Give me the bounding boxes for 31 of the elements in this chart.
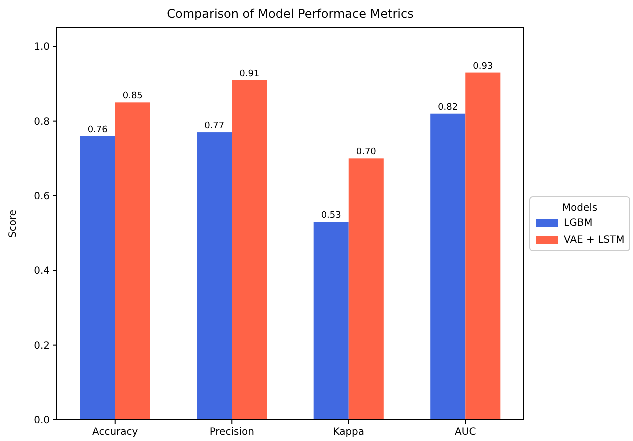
y-axis-title: Score bbox=[8, 210, 19, 238]
bar bbox=[466, 72, 501, 420]
chart-title: Comparison of Model Performace Metrics bbox=[167, 7, 414, 21]
bar bbox=[80, 136, 116, 420]
bar bbox=[232, 80, 268, 420]
y-tick-label: 0.8 bbox=[34, 116, 50, 128]
x-tick-label: Kappa bbox=[333, 427, 365, 438]
data-label: 0.76 bbox=[88, 125, 108, 136]
data-label: 0.85 bbox=[122, 92, 143, 102]
y-tick-label: 1.0 bbox=[34, 42, 50, 54]
legend-label: VAE + LSTM bbox=[564, 235, 625, 246]
data-label: 0.70 bbox=[356, 148, 377, 158]
x-tick-label: Precision bbox=[210, 427, 254, 438]
y-tick-label: 0.0 bbox=[34, 416, 50, 426]
data-label: 0.77 bbox=[204, 122, 225, 132]
y-tick-label: 0.2 bbox=[34, 340, 50, 352]
bar bbox=[197, 132, 232, 420]
y-tick-label: 0.6 bbox=[34, 192, 50, 202]
y-tick-label: 0.4 bbox=[34, 266, 50, 278]
data-label: 0.82 bbox=[438, 102, 458, 113]
legend-title: Models bbox=[562, 203, 598, 214]
data-label: 0.93 bbox=[473, 62, 494, 72]
bar bbox=[348, 158, 384, 420]
legend-label: LGBM bbox=[564, 218, 593, 229]
x-tick-label: Accuracy bbox=[92, 427, 138, 438]
bar bbox=[430, 114, 466, 420]
data-label: 0.53 bbox=[321, 211, 342, 222]
bar bbox=[314, 222, 349, 420]
data-label: 0.91 bbox=[240, 69, 260, 80]
x-tick-label: AUC bbox=[455, 427, 476, 438]
bar bbox=[115, 102, 150, 420]
